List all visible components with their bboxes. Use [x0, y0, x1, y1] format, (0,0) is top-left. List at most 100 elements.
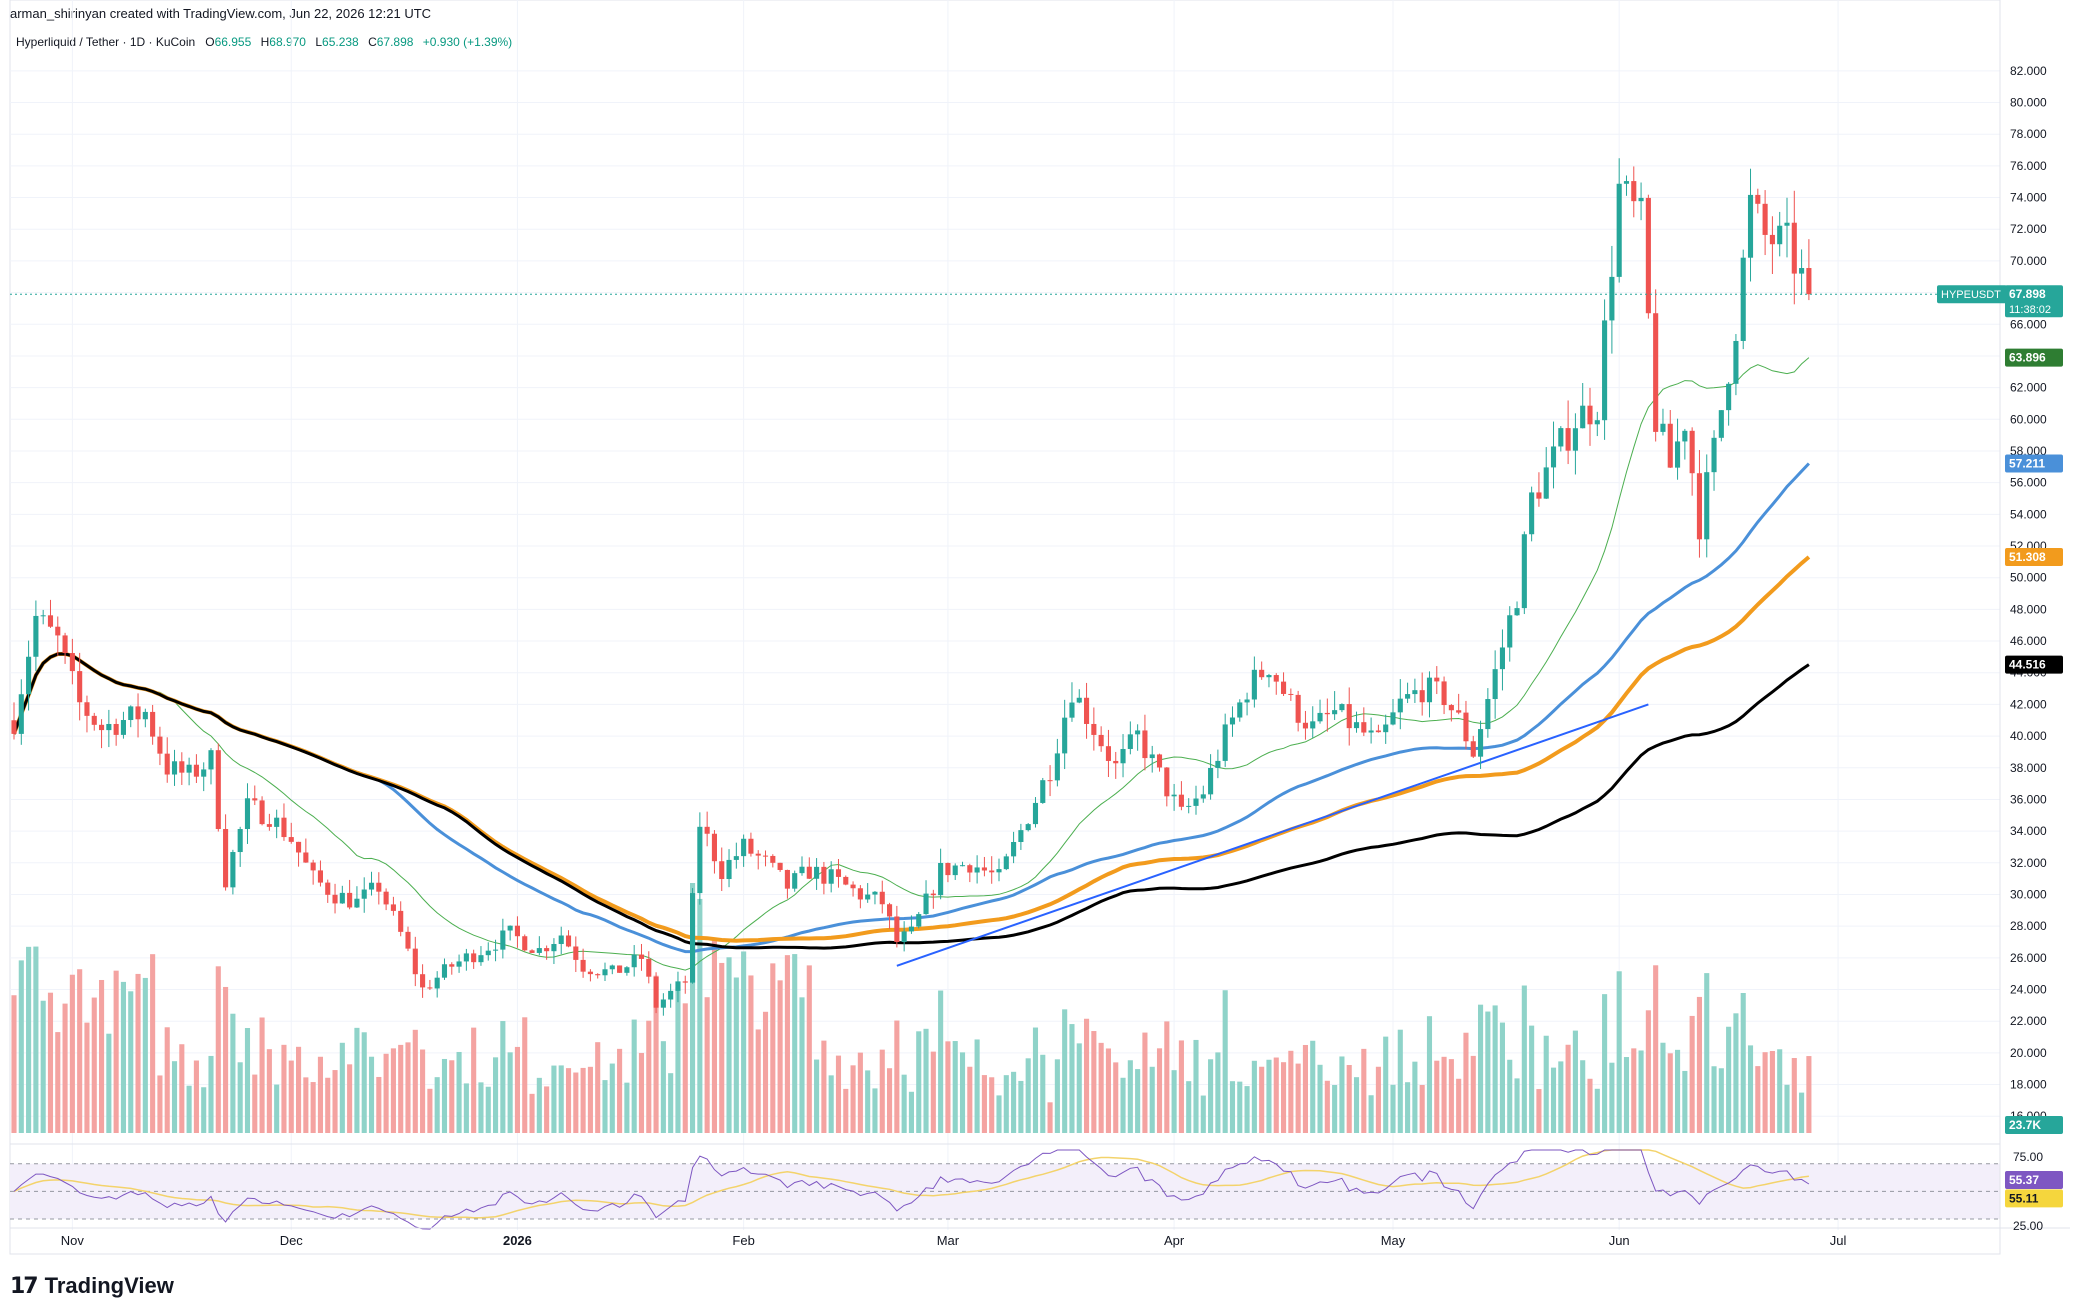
candle — [806, 857, 812, 879]
ma-price-badge-bg — [2005, 348, 2063, 367]
candle — [1434, 666, 1440, 695]
ma-price-badge-bg — [2005, 547, 2063, 566]
candle-body — [1215, 760, 1221, 768]
candle — [1222, 713, 1228, 767]
volume-bar — [230, 1013, 236, 1133]
candle-body — [1054, 753, 1060, 781]
volume-bar — [310, 1082, 316, 1133]
candle-body — [536, 948, 542, 953]
volume-bar — [536, 1077, 542, 1133]
volume-bar — [1543, 1035, 1549, 1133]
candle-body — [179, 761, 185, 773]
volume-bar — [828, 1075, 834, 1133]
candle — [1084, 682, 1090, 739]
low-key: L — [315, 35, 323, 49]
candle-body — [1572, 428, 1578, 451]
candle — [1237, 699, 1243, 722]
volume-bar — [1507, 1059, 1513, 1133]
x-tick-label: Dec — [280, 1233, 304, 1248]
candle — [609, 964, 615, 975]
volume-bar — [1091, 1031, 1097, 1133]
candle — [1266, 673, 1272, 688]
candle — [1755, 188, 1761, 214]
candle-body — [1499, 647, 1505, 670]
candle-body — [1098, 734, 1104, 747]
volume-bar — [1237, 1081, 1243, 1133]
candle-body — [1784, 222, 1790, 226]
candle-body — [1718, 410, 1724, 438]
candle — [748, 832, 754, 857]
candle-body — [865, 894, 871, 900]
candle-body — [762, 855, 769, 857]
candle — [828, 861, 834, 893]
candle — [347, 879, 353, 910]
candle — [361, 877, 367, 913]
candle — [179, 752, 185, 785]
rsi-tick-label: 75.00 — [2013, 1150, 2043, 1164]
y-tick-label: 70.000 — [2010, 254, 2047, 268]
candle — [653, 972, 659, 1014]
candle — [733, 842, 739, 869]
candle-body — [1704, 472, 1710, 540]
rsi-pane — [10, 1143, 2000, 1230]
candle — [164, 737, 170, 783]
symbol-title[interactable]: Hyperliquid / Tether · 1D · KuCoin — [16, 35, 196, 49]
candle — [193, 754, 199, 783]
volume-bar — [1266, 1059, 1272, 1133]
candle-body — [237, 829, 243, 853]
candle — [938, 848, 944, 900]
candle — [303, 838, 309, 863]
candle — [1478, 720, 1484, 769]
candle-body — [989, 870, 995, 873]
candle-body — [974, 867, 980, 873]
candle — [573, 936, 579, 973]
volume-bar — [777, 980, 783, 1133]
volume-bar — [1653, 965, 1659, 1133]
candle — [704, 811, 710, 847]
volume-bar — [1550, 1067, 1557, 1133]
volume-bar — [1208, 1059, 1214, 1133]
volume-bar — [514, 1046, 520, 1133]
candle-body — [33, 615, 39, 657]
candle — [1164, 767, 1170, 807]
candle — [835, 859, 842, 888]
candle — [1302, 710, 1308, 740]
volume-bar — [682, 1003, 688, 1133]
candle-body — [653, 976, 659, 1008]
candle-body — [296, 841, 302, 853]
candle — [514, 916, 520, 948]
volume-bar — [266, 1049, 272, 1133]
candle-body — [412, 948, 418, 975]
candle-body — [1623, 181, 1630, 184]
volume-bar — [1120, 1077, 1126, 1133]
volume-bar — [69, 974, 75, 1133]
candle-body — [201, 769, 207, 777]
candle — [529, 949, 535, 954]
candle — [157, 726, 163, 766]
tradingview-logo[interactable]: 17 TradingView — [10, 1273, 174, 1299]
candle — [339, 885, 345, 904]
candle — [259, 796, 265, 826]
candle — [1288, 688, 1294, 701]
volume-bar — [405, 1042, 411, 1133]
candle — [682, 975, 688, 994]
candle — [1529, 486, 1535, 542]
candle — [1747, 168, 1754, 282]
x-tick-label: Apr — [1164, 1233, 1185, 1248]
candle-body — [215, 750, 221, 830]
candle-body — [150, 711, 156, 737]
trendline — [896, 703, 1649, 967]
volume-bar — [215, 966, 221, 1133]
volume-bar — [485, 1086, 491, 1133]
volume-bar — [325, 1077, 331, 1133]
candle-body — [631, 954, 637, 968]
candle-body — [1229, 717, 1236, 725]
candle-body — [1726, 383, 1732, 411]
candle-body — [120, 720, 126, 735]
candle — [1405, 682, 1411, 704]
candle — [223, 814, 229, 891]
candle — [1339, 703, 1345, 713]
candle — [1281, 672, 1287, 696]
candle-body — [748, 838, 754, 854]
